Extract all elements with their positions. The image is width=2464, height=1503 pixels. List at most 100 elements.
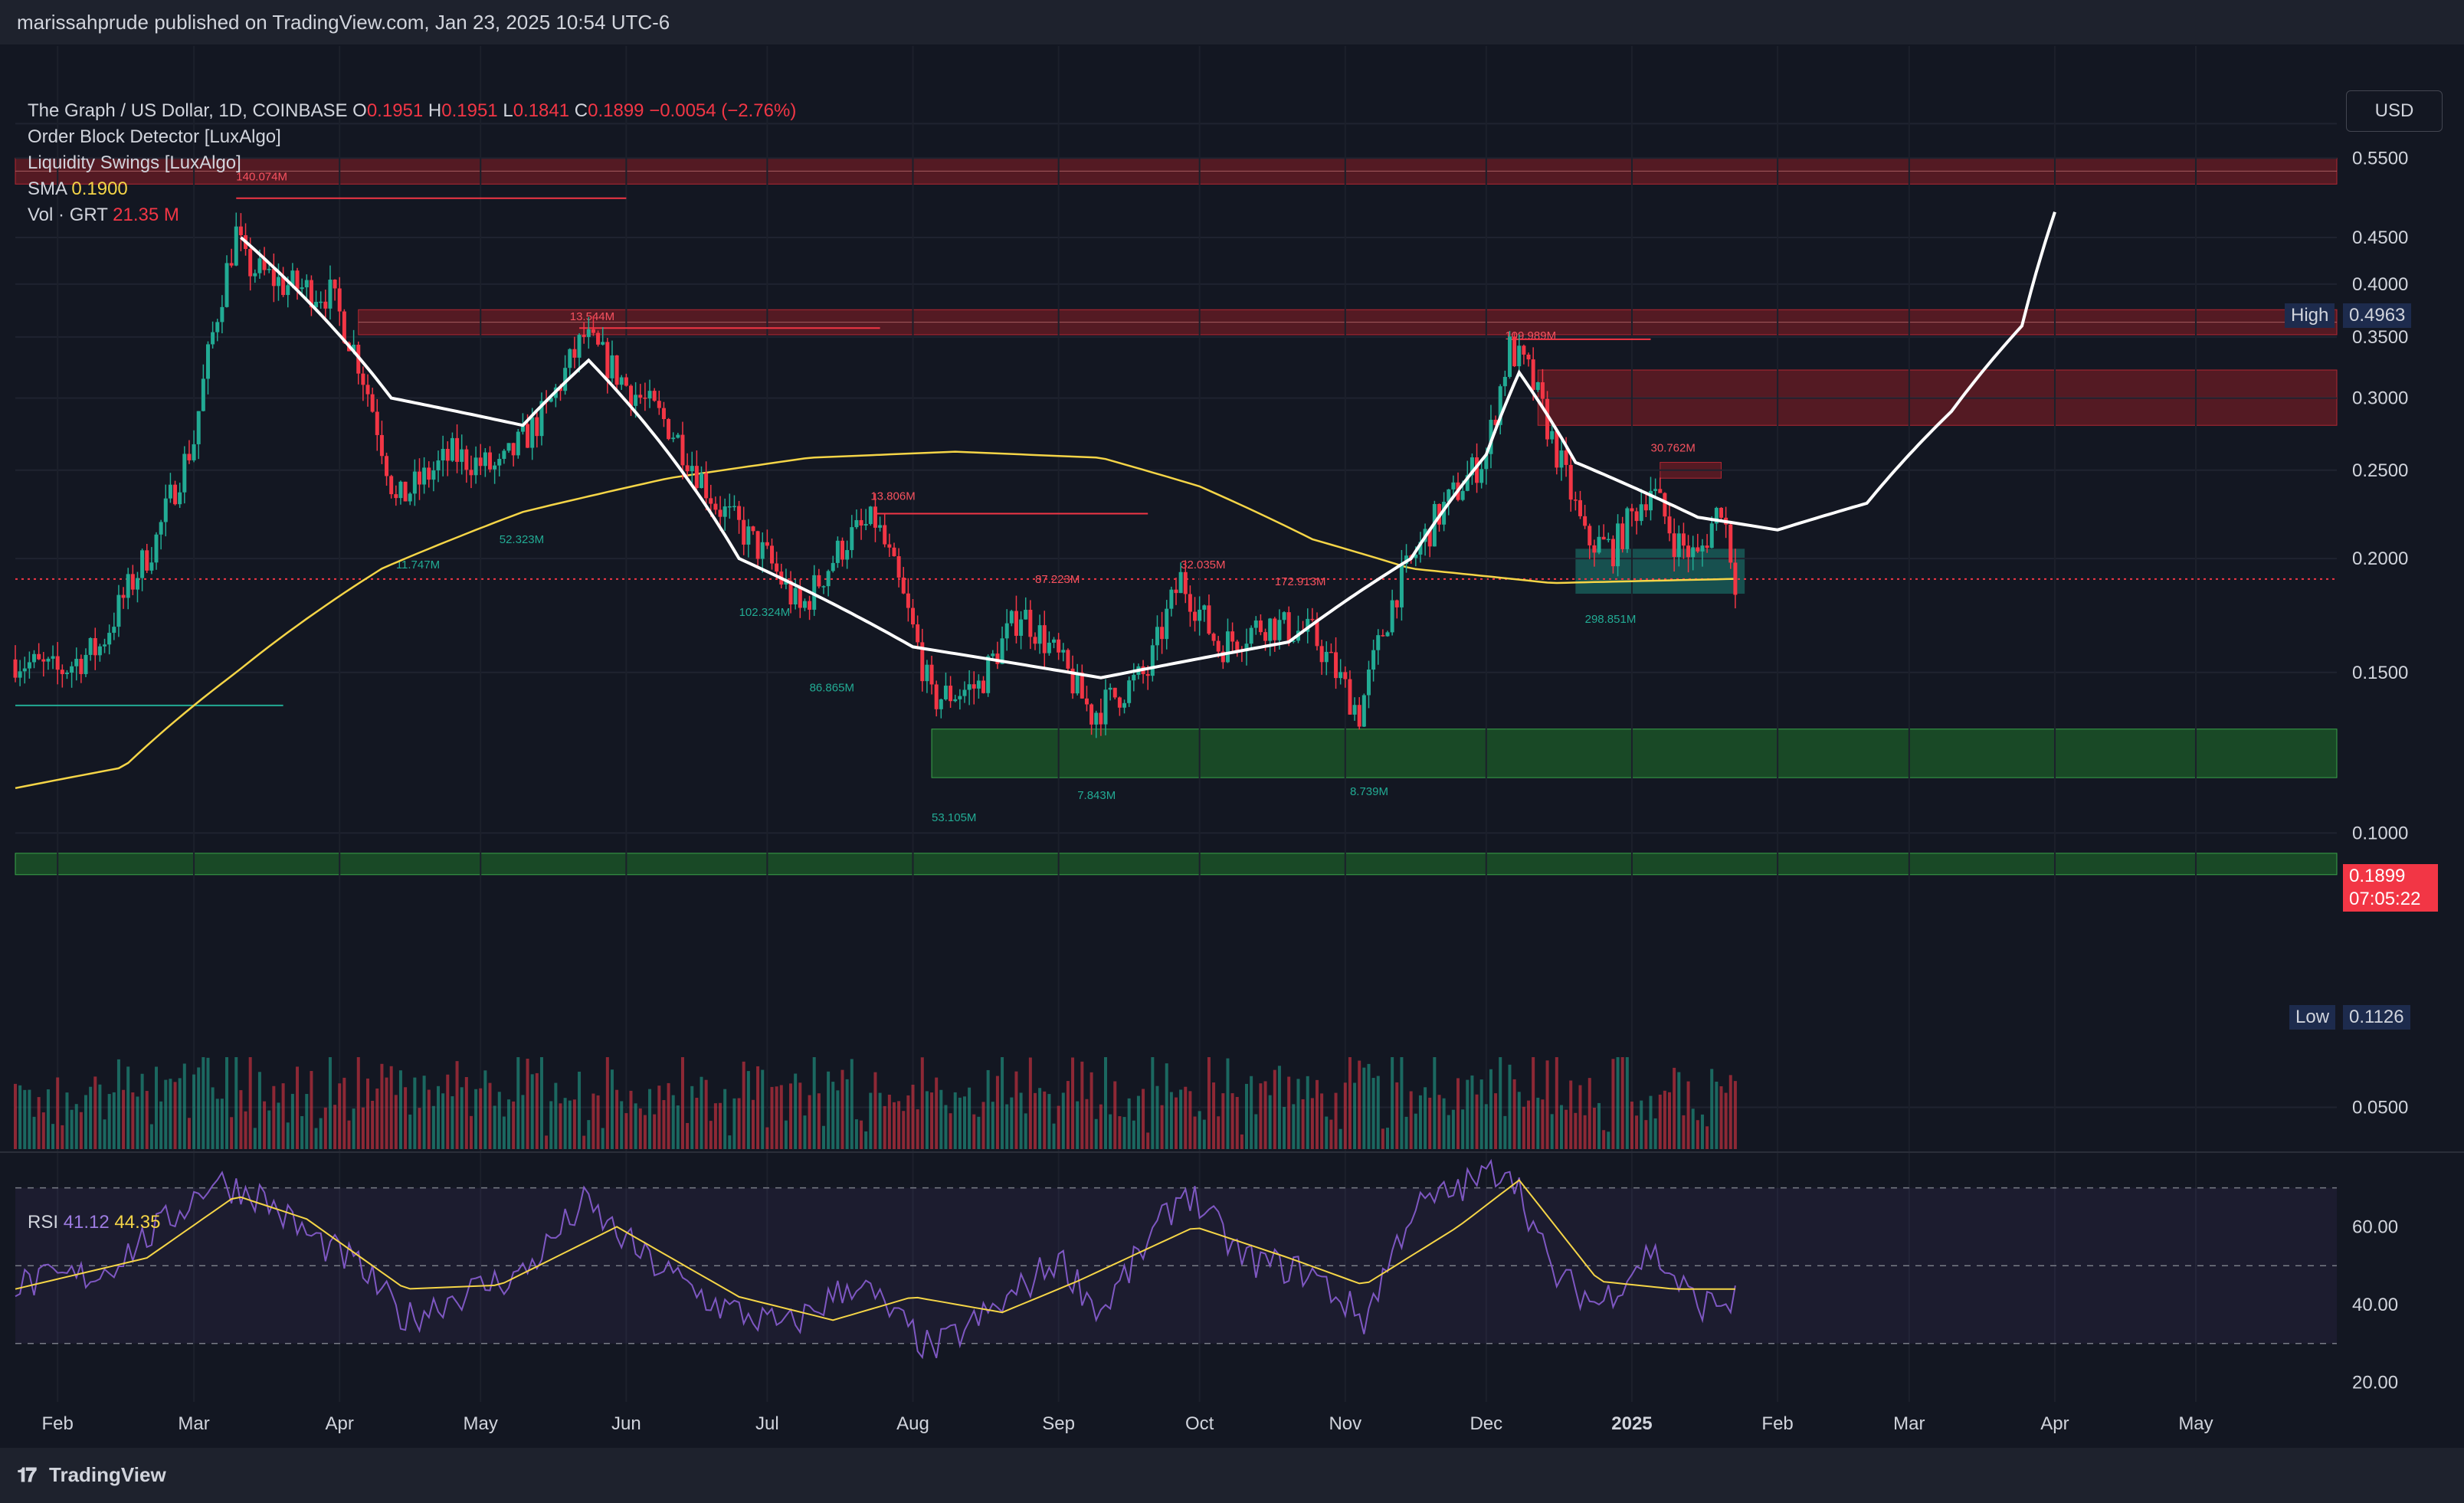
rsi-line	[15, 1158, 1736, 1360]
low-badge-value: 0.1126	[2343, 1005, 2410, 1030]
volume-bar	[1386, 1128, 1390, 1149]
candle-body	[1037, 625, 1042, 644]
volume-bar	[126, 1066, 130, 1149]
volume-bar	[1043, 1091, 1047, 1149]
volume-bar	[1597, 1102, 1601, 1149]
volume-bar	[1418, 1095, 1422, 1149]
volume-bar	[676, 1105, 680, 1149]
low-label: L	[503, 100, 513, 121]
candle-body	[1522, 345, 1526, 355]
rsi-ma-line	[15, 1179, 1735, 1321]
price-chart[interactable]: 140.074M13.544M109.989M30.762M13.806M32.…	[0, 44, 2464, 1448]
volume-bar	[98, 1084, 102, 1149]
volume-bar	[375, 1088, 379, 1149]
indicator-liquidity-swings[interactable]: Liquidity Swings [LuxAlgo]	[28, 152, 241, 173]
candle-body	[178, 492, 182, 505]
candle-body	[281, 277, 286, 296]
time-tick-label: May	[2178, 1413, 2213, 1434]
volume-bar	[230, 1117, 234, 1149]
candle-body	[93, 637, 97, 656]
volume-bar	[1005, 1104, 1009, 1149]
volume-bar	[474, 1089, 478, 1149]
volume-bar	[977, 1116, 981, 1149]
volume-bar	[1719, 1086, 1723, 1149]
price-tick-label: 0.2500	[2352, 460, 2408, 481]
candle-body	[1540, 381, 1545, 399]
volume-bar	[1371, 1078, 1375, 1149]
high-value: 0.1951	[441, 100, 498, 121]
candle-body	[1117, 697, 1122, 708]
volume-bar	[1273, 1069, 1276, 1149]
candle-body	[868, 506, 873, 525]
volume-bar	[671, 1095, 675, 1149]
indicator-volume[interactable]: Vol · GRT 21.35 M	[28, 202, 796, 228]
rsi-legend[interactable]: RSI 41.12 44.35	[28, 1212, 160, 1233]
candle-body	[445, 448, 450, 461]
volume-bar	[28, 1089, 31, 1149]
volume-bar	[1094, 1118, 1098, 1149]
currency-button[interactable]: USD	[2346, 90, 2443, 132]
rsi-ma-value: 44.35	[114, 1212, 161, 1233]
indicator-sma[interactable]: SMA 0.1900	[28, 176, 796, 202]
volume-bar	[1611, 1059, 1615, 1149]
candle-body	[939, 699, 943, 709]
volume-bar	[1109, 1114, 1112, 1149]
candle-body	[986, 656, 991, 693]
price-tick-label: 0.0500	[2352, 1098, 2408, 1118]
chart-area[interactable]: 140.074M 13.544M 109.989M 30.762M 13.806M 32.…	[0, 44, 2464, 1448]
candle-body	[859, 519, 863, 526]
candle-body	[1324, 651, 1329, 663]
volume-annotation: 52.323M	[500, 533, 544, 546]
volume-bar	[122, 1089, 126, 1149]
volume-bar	[808, 1095, 811, 1149]
tradingview-logo[interactable]: 𝟏𝟕 TradingView	[17, 1463, 166, 1488]
candle-body	[793, 588, 798, 604]
volume-bar	[1019, 1092, 1023, 1149]
candle-body	[873, 506, 877, 528]
candle-body	[215, 322, 220, 332]
candle-body	[1648, 490, 1653, 511]
tradingview-logo-icon: 𝟏𝟕	[17, 1463, 37, 1486]
indicator-order-block[interactable]: Order Block Detector [LuxAlgo]	[28, 126, 281, 147]
candle-body	[624, 377, 628, 386]
volume-bar	[1512, 1079, 1516, 1149]
candle-body	[535, 417, 539, 437]
order-block-zones	[15, 157, 2338, 876]
candle-body	[1306, 618, 1310, 632]
candle-body	[1202, 605, 1207, 610]
candle-body	[286, 285, 290, 296]
volume-bar	[1414, 1113, 1417, 1149]
candle-body	[1174, 589, 1178, 594]
candle-body	[205, 344, 210, 379]
candle-body	[1451, 482, 1456, 490]
volume-bar	[1503, 1115, 1507, 1149]
volume-bar	[860, 1120, 863, 1149]
volume-bar	[182, 1063, 186, 1149]
candle-body	[892, 547, 896, 557]
volume-bar	[545, 1135, 549, 1149]
volume-bar	[1404, 1116, 1408, 1149]
volume-bar	[51, 1124, 55, 1149]
volume-bar	[1184, 1086, 1188, 1149]
candle-body	[596, 332, 601, 345]
volume-bar	[1175, 1097, 1178, 1149]
candle-body	[1691, 547, 1696, 558]
candle-body	[46, 658, 51, 662]
volume-bar	[74, 1104, 78, 1149]
volume-bar	[1451, 1109, 1455, 1149]
candle-body	[972, 684, 976, 689]
candle-body	[1286, 612, 1291, 641]
demand-zone	[931, 729, 2338, 778]
volume-bar	[657, 1086, 661, 1149]
volume-bar	[1733, 1081, 1737, 1149]
volume-bar	[61, 1125, 64, 1149]
candle-body	[1447, 489, 1451, 503]
candle-body	[661, 408, 666, 420]
volume-bar	[1334, 1092, 1338, 1149]
volume-bar	[610, 1069, 614, 1149]
candle-body	[1019, 619, 1024, 636]
candle-body	[808, 601, 812, 610]
volume-bar	[662, 1100, 666, 1149]
volume-bar	[827, 1071, 831, 1149]
volume-bar	[761, 1069, 765, 1149]
